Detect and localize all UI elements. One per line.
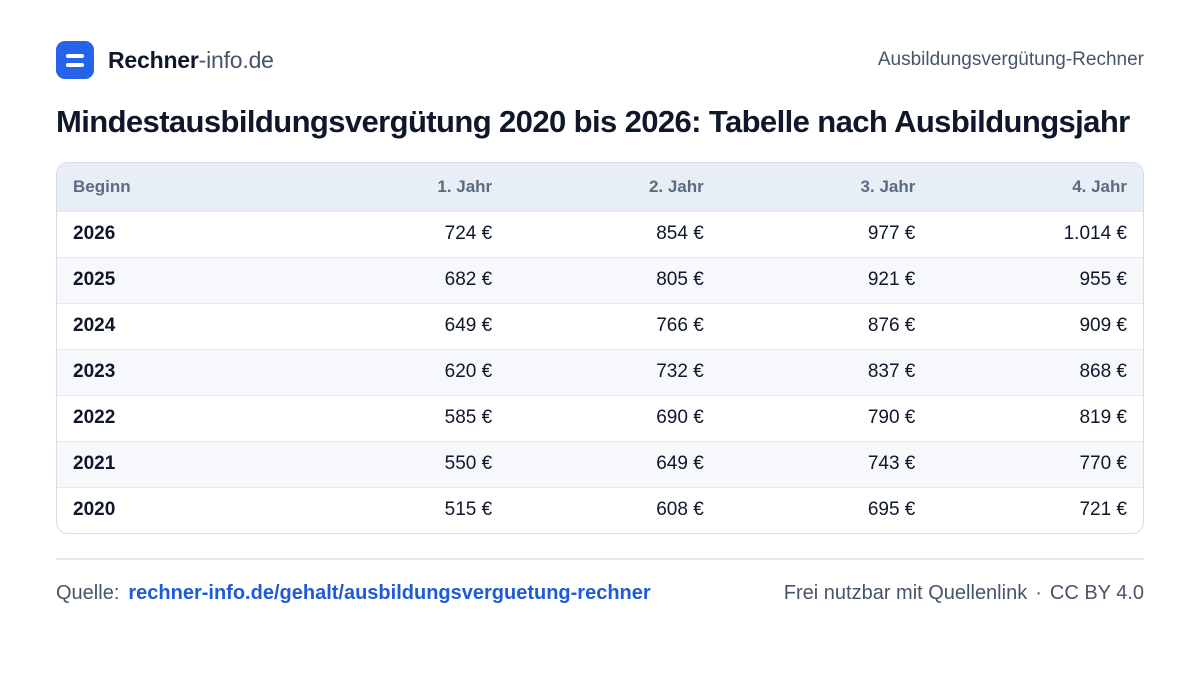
cell-year: 2025: [73, 269, 116, 290]
cell-value: 550 €: [444, 453, 493, 474]
cell-value: 585 €: [444, 407, 493, 428]
cell-value: 868 €: [1079, 361, 1127, 382]
cell-value: 1.014 €: [1063, 223, 1127, 244]
footer: Quelle: rechner-info.de/gehalt/ausbildung…: [56, 582, 1144, 605]
table-row: 2021 550 € 649 € 743 € 770 €: [57, 441, 1143, 487]
cell-value: 977 €: [867, 223, 916, 244]
cell-value: 743 €: [867, 453, 916, 474]
brand-name-bold: Rechner: [108, 46, 199, 73]
cell-year: 2020: [73, 499, 116, 521]
cell-value: 732 €: [656, 361, 704, 382]
cell-year: 2023: [73, 361, 116, 382]
brand-name: Rechner-info.de: [108, 47, 274, 74]
cell-year: 2021: [73, 453, 116, 474]
cell-value: 649 €: [656, 453, 704, 474]
license-name: CC BY 4.0: [1049, 582, 1144, 604]
separator: ·: [1035, 582, 1042, 604]
cell-value: 819 €: [1079, 407, 1127, 428]
cell-value: 876 €: [867, 315, 916, 336]
table-row: 2023 620 € 732 € 837 € 868 €: [57, 349, 1143, 395]
table-row: 2024 649 € 766 € 876 € 909 €: [57, 303, 1143, 349]
cell-value: 921 €: [867, 269, 916, 290]
table-row: 2025 682 € 805 € 921 € 955 €: [57, 257, 1143, 303]
cell-value: 837 €: [867, 361, 916, 382]
cell-value: 608 €: [656, 499, 704, 521]
cell-value: 695 €: [867, 499, 916, 521]
source-link[interactable]: rechner-info.de/gehalt/ausbildungsvergue…: [128, 582, 651, 604]
table-header-row: Beginn 1. Jahr 2. Jahr 3. Jahr 4. Jahr: [57, 163, 1143, 211]
cell-value: 770 €: [1079, 453, 1127, 474]
cell-year: 2022: [73, 407, 116, 428]
cell-value: 854 €: [656, 223, 704, 244]
source: Quelle: rechner-info.de/gehalt/ausbildung…: [56, 582, 651, 605]
equals-icon: [56, 41, 94, 79]
table-row: 2022 585 € 690 € 790 € 819 €: [57, 395, 1143, 441]
cell-value: 649 €: [444, 315, 493, 336]
header: Rechner-info.de Ausbildungsvergütung-Rec…: [56, 40, 1144, 80]
column-header-jahr-4: 4. Jahr: [1072, 176, 1127, 196]
cell-value: 955 €: [1079, 269, 1127, 290]
cell-value: 766 €: [656, 315, 704, 336]
page-title: Mindestausbildungsvergütung 2020 bis 202…: [56, 104, 1130, 139]
cell-value: 682 €: [444, 269, 493, 290]
table-row: 2026 724 € 854 € 977 € 1.014 €: [57, 211, 1143, 257]
license-text: Frei nutzbar mit Quellenlink: [783, 582, 1028, 604]
cell-value: 690 €: [656, 407, 704, 428]
cell-year: 2024: [73, 315, 116, 336]
brand[interactable]: Rechner-info.de: [56, 41, 274, 79]
cell-value: 805 €: [656, 269, 704, 290]
data-table: Beginn 1. Jahr 2. Jahr 3. Jahr 4. Jahr 2…: [56, 162, 1144, 534]
cell-value: 790 €: [867, 407, 916, 428]
cell-value: 909 €: [1079, 315, 1127, 336]
column-header-jahr-2: 2. Jahr: [648, 176, 704, 196]
column-header-jahr-1: 1. Jahr: [437, 176, 493, 196]
column-header-jahr-3: 3. Jahr: [860, 176, 916, 196]
license: Frei nutzbar mit Quellenlink · CC BY 4.0: [784, 582, 1144, 605]
footer-divider: [56, 558, 1144, 560]
cell-value: 721 €: [1079, 499, 1127, 521]
brand-name-domain: -info.de: [198, 46, 274, 73]
calculator-name: Ausbildungsvergütung-Rechner: [877, 49, 1144, 70]
cell-value: 724 €: [444, 223, 493, 244]
cell-value: 515 €: [444, 499, 493, 521]
column-header-beginn: Beginn: [73, 176, 131, 196]
table-row: 2020 515 € 608 € 695 € 721 €: [57, 487, 1143, 533]
cell-value: 620 €: [444, 361, 493, 382]
cell-year: 2026: [73, 223, 116, 244]
source-label: Quelle:: [56, 582, 120, 604]
